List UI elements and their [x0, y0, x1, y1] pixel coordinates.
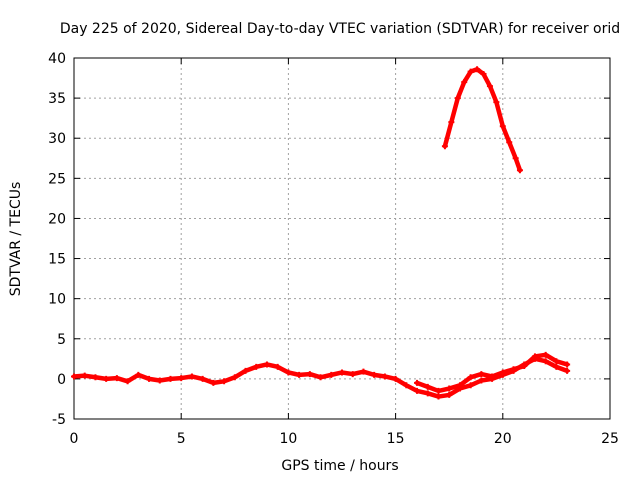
- data-point: [478, 371, 485, 378]
- data-point: [81, 372, 88, 379]
- data-point: [564, 361, 571, 368]
- data-point: [71, 373, 77, 380]
- y-tick-label: 30: [48, 131, 66, 147]
- data-point: [446, 391, 453, 398]
- data-point: [486, 83, 493, 90]
- data-point: [242, 367, 249, 374]
- data-point: [467, 68, 474, 75]
- data-point: [531, 353, 538, 360]
- data-point: [506, 139, 513, 146]
- data-point: [135, 371, 142, 378]
- y-tick-label: 10: [48, 292, 66, 308]
- y-tick-label: 5: [57, 332, 66, 348]
- data-point: [349, 371, 356, 378]
- series-line: [442, 66, 523, 173]
- data-point: [231, 374, 238, 381]
- data-point: [392, 375, 399, 382]
- data-point: [467, 374, 474, 381]
- y-axis-title: SDTVAR / TECUs: [8, 182, 24, 297]
- x-tick-label: 25: [601, 431, 619, 447]
- data-point: [424, 390, 431, 397]
- data-point: [285, 369, 292, 376]
- data-point: [521, 363, 528, 370]
- data-point: [553, 363, 560, 370]
- data-point: [113, 375, 120, 382]
- y-tick-label: 40: [48, 51, 66, 67]
- data-point: [553, 358, 560, 365]
- y-tick-label: 15: [48, 252, 66, 268]
- data-point: [441, 143, 448, 150]
- plot-frame: [73, 57, 611, 420]
- data-point: [467, 382, 474, 389]
- data-point: [124, 378, 131, 385]
- data-point: [199, 375, 206, 382]
- data-point: [167, 375, 174, 382]
- data-point: [328, 371, 335, 378]
- data-point: [188, 373, 195, 380]
- data-point: [542, 351, 549, 358]
- series-layer: [71, 66, 571, 400]
- series-satellite-arc-low-2: [414, 351, 571, 394]
- data-point: [210, 379, 217, 386]
- x-tick-label: 10: [279, 431, 297, 447]
- data-point: [103, 375, 110, 382]
- data-point: [156, 377, 163, 384]
- data-point: [274, 363, 281, 370]
- data-point: [221, 378, 228, 385]
- y-tick-label: 25: [48, 171, 66, 187]
- chart-title: Day 225 of 2020, Sidereal Day-to-day VTE…: [60, 21, 620, 37]
- data-point: [371, 371, 378, 378]
- data-point: [414, 379, 421, 386]
- x-tick-label: 15: [387, 431, 405, 447]
- data-point: [542, 358, 549, 365]
- data-point: [456, 382, 463, 389]
- data-point: [474, 66, 481, 73]
- data-point: [435, 393, 442, 400]
- data-point: [306, 371, 313, 378]
- series-satellite-arc-high: [441, 66, 523, 174]
- data-point: [92, 374, 99, 381]
- data-point: [317, 374, 324, 381]
- data-point: [512, 155, 519, 162]
- data-point: [435, 387, 442, 394]
- data-point: [461, 79, 468, 86]
- data-point: [493, 99, 500, 106]
- x-axis-title: GPS time / hours: [281, 458, 398, 474]
- data-point: [510, 366, 517, 373]
- data-point: [339, 369, 345, 376]
- data-point: [414, 387, 421, 394]
- data-point: [454, 95, 461, 102]
- data-point: [296, 371, 303, 378]
- data-point: [489, 373, 496, 380]
- gridlines: [74, 58, 610, 419]
- data-point: [446, 385, 453, 392]
- x-tick-label: 5: [177, 431, 186, 447]
- data-point: [360, 368, 367, 375]
- data-point: [253, 363, 260, 370]
- data-point: [516, 167, 523, 174]
- data-point: [499, 369, 506, 376]
- data-point: [448, 119, 455, 126]
- data-point: [263, 361, 270, 368]
- data-point: [403, 382, 410, 389]
- data-point: [478, 377, 485, 384]
- data-point: [146, 375, 153, 382]
- x-tick-label: 20: [494, 431, 512, 447]
- data-point: [564, 367, 571, 374]
- y-tick-label: 20: [48, 211, 66, 227]
- y-tick-label: 35: [48, 91, 66, 107]
- y-tick-label: 0: [57, 372, 66, 388]
- data-point: [499, 123, 506, 130]
- data-point: [480, 71, 487, 78]
- x-tick-label: 0: [70, 431, 79, 447]
- data-point: [178, 375, 185, 382]
- y-tick-label: -5: [52, 412, 66, 428]
- data-point: [381, 373, 388, 380]
- data-point: [424, 383, 431, 390]
